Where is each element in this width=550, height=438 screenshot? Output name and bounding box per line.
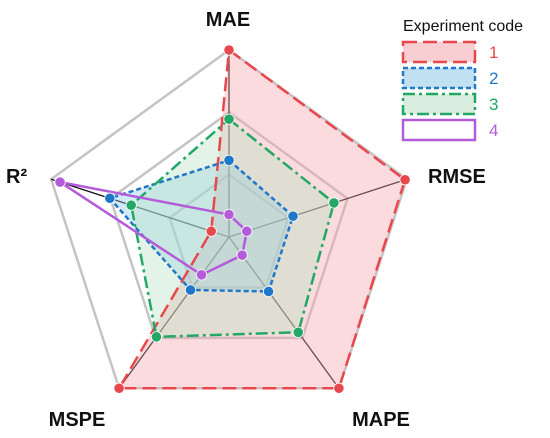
legend-title: Experiment code bbox=[403, 18, 523, 35]
legend-label-4: 4 bbox=[489, 121, 498, 140]
series-2-point-rmse bbox=[287, 210, 299, 222]
series-3-point-mae bbox=[223, 113, 235, 125]
series-1-point-mspe bbox=[113, 382, 125, 394]
series-2-point-mae bbox=[223, 154, 235, 166]
series-points bbox=[54, 44, 411, 394]
series-4-point-rmse bbox=[241, 225, 253, 237]
series-2-point-mape bbox=[262, 285, 275, 298]
series-1-area bbox=[119, 50, 406, 389]
series-3-point-mspe bbox=[150, 331, 163, 343]
series-1-point-mae bbox=[223, 44, 235, 56]
legend-swatch-1 bbox=[401, 40, 477, 64]
radar-spokes bbox=[50, 50, 408, 389]
legend-label-2: 2 bbox=[489, 69, 498, 88]
series-1-point-mape bbox=[333, 382, 345, 394]
series-4-point-r bbox=[54, 176, 66, 188]
series-1-point-r bbox=[205, 225, 217, 237]
legend-swatch-4 bbox=[401, 118, 477, 142]
series-2-outline bbox=[108, 159, 295, 293]
spoke-4 bbox=[118, 236, 230, 389]
series-4-point-mape bbox=[236, 249, 248, 261]
legend-label-1: 1 bbox=[489, 43, 498, 62]
grid-ring-2 bbox=[108, 110, 350, 340]
series-4-point-mae bbox=[223, 208, 235, 221]
series-1-outline bbox=[117, 48, 407, 390]
axis-label-r2: R² bbox=[6, 166, 27, 188]
spoke-3 bbox=[228, 236, 340, 389]
axis-label-mape: MAPE bbox=[352, 409, 410, 431]
legend: Experiment code 1 2 3 4 bbox=[401, 18, 523, 142]
series-3-point-rmse bbox=[328, 197, 340, 209]
axis-label-rmse: RMSE bbox=[428, 166, 486, 188]
axis-label-mspe: MSPE bbox=[49, 409, 106, 431]
series-3-point-mape bbox=[292, 326, 304, 338]
series-2-point-mspe bbox=[184, 284, 197, 296]
axis-label-mae: MAE bbox=[206, 9, 250, 31]
series-3-outline bbox=[129, 117, 336, 339]
grid-ring-1 bbox=[168, 173, 290, 289]
legend-label-3: 3 bbox=[489, 95, 498, 114]
spoke-5 bbox=[50, 178, 230, 238]
series-3-point-r bbox=[125, 199, 137, 211]
spoke-2 bbox=[228, 178, 408, 238]
series-1-point-rmse bbox=[399, 174, 411, 186]
axis-labels: MAE RMSE MAPE MSPE R² bbox=[6, 9, 486, 431]
legend-swatch-2 bbox=[401, 66, 477, 90]
series-2-area bbox=[109, 160, 294, 292]
legend-swatch-3 bbox=[401, 92, 477, 116]
series-4-point-mspe bbox=[195, 269, 208, 281]
series-2-point-r bbox=[104, 192, 116, 204]
